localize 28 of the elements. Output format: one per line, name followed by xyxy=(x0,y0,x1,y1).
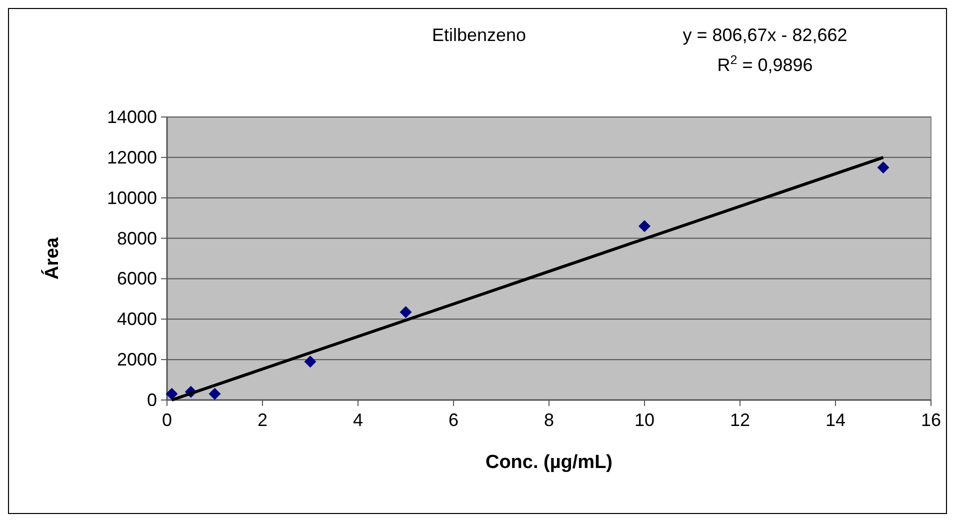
point xyxy=(208,388,221,400)
point xyxy=(638,220,650,232)
x-tick-label: 2 xyxy=(257,410,268,430)
y-tick-label: 10000 xyxy=(106,188,157,208)
x-tick-label: 0 xyxy=(162,410,172,430)
x-tick-label: 16 xyxy=(920,410,942,430)
y-tick-label: 12000 xyxy=(106,147,157,168)
x-axis-title: Conc. (µg/mL) xyxy=(485,452,613,473)
y-tick-label: 0 xyxy=(146,390,157,410)
point xyxy=(877,162,890,174)
y-tick-label: 4000 xyxy=(116,309,157,330)
x-tick-label: 4 xyxy=(352,410,364,430)
x-tick-label: 8 xyxy=(544,410,554,430)
y-tick-label: 6000 xyxy=(116,268,157,289)
y-tick-label: 8000 xyxy=(116,228,157,248)
point xyxy=(166,388,178,400)
point xyxy=(304,356,316,368)
y-tick-label: 14000 xyxy=(106,107,157,127)
x-tick-label: 6 xyxy=(448,410,459,430)
x-tick-label: 10 xyxy=(634,410,655,430)
x-tick-label: 12 xyxy=(730,410,750,430)
y-tick-label: 2000 xyxy=(116,350,157,370)
chart-title: Etilbenzeno xyxy=(432,25,526,45)
y-axis-title: Área xyxy=(41,236,63,280)
point xyxy=(400,306,412,318)
text: R$^{2}$ = 0,9896 xyxy=(717,53,813,75)
text: y = 806,67x - 82,662 xyxy=(682,25,848,45)
x-tick-label: 14 xyxy=(825,410,846,430)
